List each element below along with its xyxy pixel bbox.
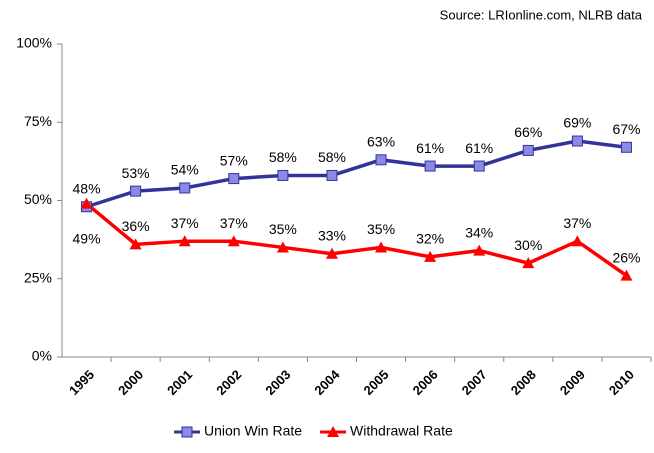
marker: [424, 160, 436, 172]
legend-marker: [181, 426, 193, 438]
x-tick-label: 2005: [361, 367, 392, 398]
x-tick-label: 2007: [459, 367, 490, 398]
data-label: 37%: [563, 215, 591, 231]
data-label: 33%: [318, 227, 346, 243]
source-note: Source: LRIonline.com, NLRB data: [440, 7, 643, 22]
marker: [129, 238, 142, 250]
marker: [130, 185, 142, 197]
marker: [179, 182, 191, 194]
marker: [620, 141, 632, 153]
marker: [522, 144, 534, 156]
data-label: 54%: [171, 162, 199, 178]
y-tick-label: 0%: [32, 348, 52, 364]
x-tick-label: 2002: [213, 367, 244, 398]
data-label: 26%: [612, 249, 640, 265]
marker: [473, 160, 485, 172]
data-label: 49%: [73, 230, 101, 246]
legend-label: Withdrawal Rate: [350, 423, 453, 439]
x-tick-label: 2003: [262, 367, 293, 398]
data-label: 58%: [269, 149, 297, 165]
marker: [326, 169, 338, 181]
x-tick-label: 2010: [606, 367, 637, 398]
marker: [620, 269, 633, 281]
data-label: 53%: [122, 165, 150, 181]
data-label: 58%: [318, 149, 346, 165]
x-tick-label: 2004: [311, 366, 343, 398]
data-label: 63%: [367, 134, 395, 150]
data-label: 37%: [220, 215, 248, 231]
data-label: 30%: [514, 237, 542, 253]
marker: [277, 169, 289, 181]
marker: [473, 244, 486, 256]
y-tick-label: 25%: [24, 269, 52, 285]
x-tick-label: 2008: [508, 367, 539, 398]
x-tick-label: 2001: [164, 367, 195, 398]
marker: [80, 197, 93, 209]
data-label: 66%: [514, 124, 542, 140]
series-line: [86, 139, 627, 209]
x-tick-label: 1995: [66, 367, 97, 398]
data-label: 48%: [73, 180, 101, 196]
marker: [571, 235, 584, 247]
marker: [325, 247, 338, 259]
series-line: [85, 202, 628, 278]
marker: [375, 154, 387, 166]
data-label: 67%: [612, 121, 640, 137]
data-label: 36%: [122, 218, 150, 234]
marker: [424, 250, 437, 262]
data-label: 61%: [465, 140, 493, 156]
data-label: 34%: [465, 224, 493, 240]
marker: [276, 241, 289, 253]
x-tick-label: 2000: [115, 367, 146, 398]
marker: [227, 235, 240, 247]
x-tick-label: 2006: [410, 367, 441, 398]
marker: [571, 135, 583, 147]
marker: [375, 241, 388, 253]
legend-marker: [327, 426, 340, 437]
data-label: 32%: [416, 231, 444, 247]
marker: [522, 257, 535, 269]
marker: [228, 173, 240, 185]
data-label: 57%: [220, 152, 248, 168]
data-label: 35%: [367, 221, 395, 237]
legend-label: Union Win Rate: [204, 423, 302, 439]
y-tick-label: 50%: [24, 191, 52, 207]
data-label: 69%: [563, 115, 591, 131]
x-tick-label: 2009: [557, 367, 588, 398]
y-tick-label: 100%: [16, 35, 52, 51]
data-label: 35%: [269, 221, 297, 237]
marker: [178, 235, 191, 247]
y-tick-label: 75%: [24, 113, 52, 129]
data-label: 61%: [416, 140, 444, 156]
data-label: 37%: [171, 215, 199, 231]
